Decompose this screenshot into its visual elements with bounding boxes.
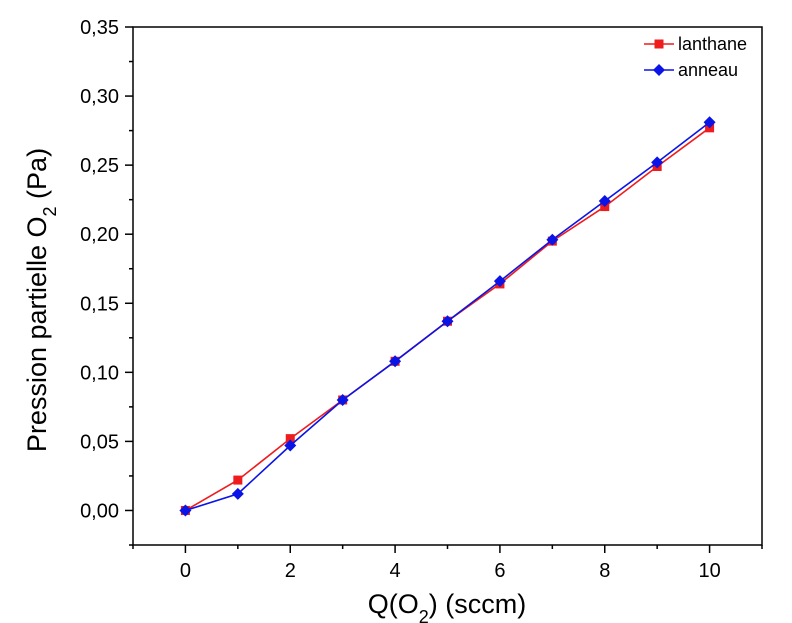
y-tick-label: 0,25 xyxy=(80,155,119,177)
y-tick-label: 0,10 xyxy=(80,362,119,384)
series-layer xyxy=(179,116,716,517)
x-tick-label: 8 xyxy=(599,560,610,582)
legend-marker xyxy=(654,39,664,49)
plot-area xyxy=(132,26,763,546)
legend-marker xyxy=(653,64,665,76)
x-axis-title-tail: ) (sccm) xyxy=(429,589,526,619)
data-point-anneau xyxy=(651,156,664,169)
x-tick-label: 2 xyxy=(285,560,296,582)
y-tick-label: 0,15 xyxy=(80,293,119,315)
data-point-anneau xyxy=(389,355,402,368)
x-tick-label: 0 xyxy=(180,560,191,582)
y-axis-title-main: Pression partielle O xyxy=(22,216,52,452)
axis-ticks: 0 2 4 6 8 10 0,00 0,05 0,10 0,15 0,20 0,25 0,30 0,35 xyxy=(80,17,763,582)
data-point-anneau xyxy=(703,116,716,129)
x-axis-title: Q(O2) (sccm) xyxy=(368,589,526,623)
data-point-lanthane xyxy=(285,434,295,444)
legend-item-anneau: anneau xyxy=(644,60,738,80)
x-tick-label: 4 xyxy=(390,560,401,582)
y-axis-title-sub: 2 xyxy=(40,206,60,216)
series-anneau xyxy=(179,116,716,517)
data-point-anneau xyxy=(284,439,297,452)
legend: lanthane anneau xyxy=(644,34,747,80)
x-axis-title-main: Q(O xyxy=(368,589,419,619)
data-point-anneau xyxy=(336,393,349,406)
y-tick-label: 0,00 xyxy=(80,500,119,522)
y-tick-label: 0,20 xyxy=(80,224,119,246)
x-tick-label: 6 xyxy=(494,560,505,582)
legend-label: anneau xyxy=(678,60,738,80)
data-point-anneau xyxy=(546,233,559,246)
data-point-lanthane xyxy=(233,475,243,485)
plot-border xyxy=(132,26,763,546)
data-point-anneau xyxy=(493,275,506,288)
legend-item-lanthane: lanthane xyxy=(644,34,747,54)
data-point-anneau xyxy=(231,487,244,500)
x-axis-title-sub: 2 xyxy=(419,607,429,623)
data-point-anneau xyxy=(179,504,192,517)
data-point-anneau xyxy=(441,315,454,328)
y-tick-label: 0,30 xyxy=(80,86,119,108)
y-axis-title-tail: (Pa) xyxy=(22,148,52,207)
y-tick-label: 0,05 xyxy=(80,431,119,453)
x-tick-label: 10 xyxy=(698,560,720,582)
data-point-anneau xyxy=(598,195,611,208)
y-tick-label: 0,35 xyxy=(80,17,119,39)
legend-label: lanthane xyxy=(678,34,747,54)
y-axis-title: Pression partielle O2 (Pa) xyxy=(22,148,60,452)
